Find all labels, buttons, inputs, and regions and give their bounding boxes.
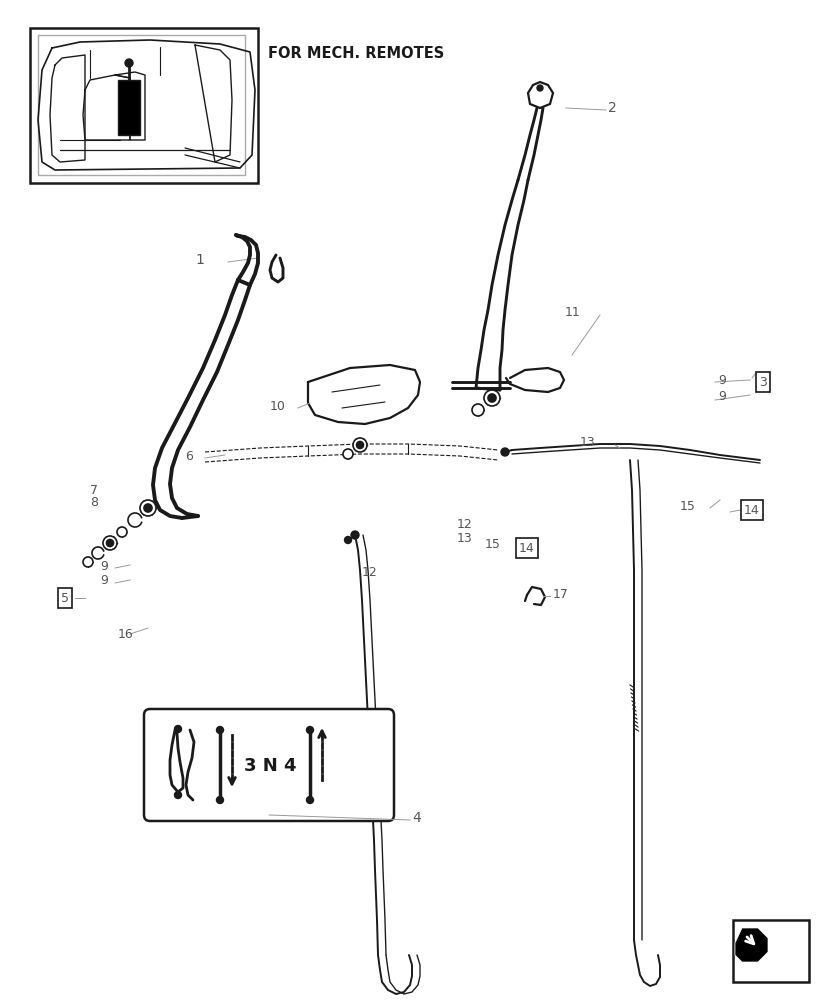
- Circle shape: [500, 448, 509, 456]
- Circle shape: [103, 536, 117, 550]
- Text: 14: 14: [743, 504, 759, 516]
- Text: 1: 1: [195, 253, 203, 267]
- Text: 8: 8: [90, 496, 98, 510]
- Text: 6: 6: [184, 450, 193, 462]
- Circle shape: [117, 527, 127, 537]
- Text: 13: 13: [457, 532, 472, 544]
- Bar: [30, 28, 258, 183]
- Circle shape: [306, 726, 313, 733]
- Text: 14: 14: [519, 542, 534, 554]
- Text: 12: 12: [361, 566, 377, 578]
- Text: 3 N 4: 3 N 4: [243, 757, 296, 775]
- Text: 4: 4: [412, 811, 420, 825]
- Bar: [732, 920, 808, 982]
- Circle shape: [342, 449, 352, 459]
- Circle shape: [107, 540, 113, 546]
- Text: 9: 9: [717, 373, 725, 386]
- Text: 10: 10: [270, 399, 285, 412]
- FancyBboxPatch shape: [144, 709, 394, 821]
- Circle shape: [487, 394, 495, 402]
- Text: 15: 15: [485, 538, 500, 552]
- Text: 11: 11: [564, 306, 580, 320]
- Circle shape: [344, 536, 351, 544]
- Text: 5: 5: [61, 591, 69, 604]
- Text: FOR MECH. REMOTES: FOR MECH. REMOTES: [268, 46, 444, 61]
- Text: 9: 9: [100, 560, 108, 574]
- Circle shape: [140, 500, 155, 516]
- Text: 2: 2: [607, 101, 616, 115]
- Circle shape: [174, 725, 181, 732]
- Polygon shape: [528, 82, 552, 108]
- Circle shape: [83, 557, 93, 567]
- Circle shape: [352, 438, 366, 452]
- Polygon shape: [734, 928, 767, 962]
- Circle shape: [125, 59, 133, 67]
- Circle shape: [144, 504, 152, 512]
- Text: 3: 3: [758, 375, 766, 388]
- Bar: [118, 80, 140, 135]
- Circle shape: [356, 442, 363, 448]
- Text: 17: 17: [552, 587, 568, 600]
- Circle shape: [537, 85, 543, 91]
- Text: 9: 9: [100, 574, 108, 586]
- Text: 15: 15: [679, 500, 695, 514]
- Text: 12: 12: [457, 518, 472, 530]
- Circle shape: [174, 791, 181, 798]
- Text: 7: 7: [90, 484, 98, 496]
- Circle shape: [471, 404, 484, 416]
- Text: 16: 16: [118, 628, 134, 640]
- Circle shape: [306, 796, 313, 803]
- Text: 9: 9: [717, 390, 725, 403]
- Text: 13: 13: [579, 436, 595, 450]
- Circle shape: [216, 726, 223, 733]
- Circle shape: [351, 531, 359, 539]
- Circle shape: [216, 796, 223, 803]
- Circle shape: [484, 390, 500, 406]
